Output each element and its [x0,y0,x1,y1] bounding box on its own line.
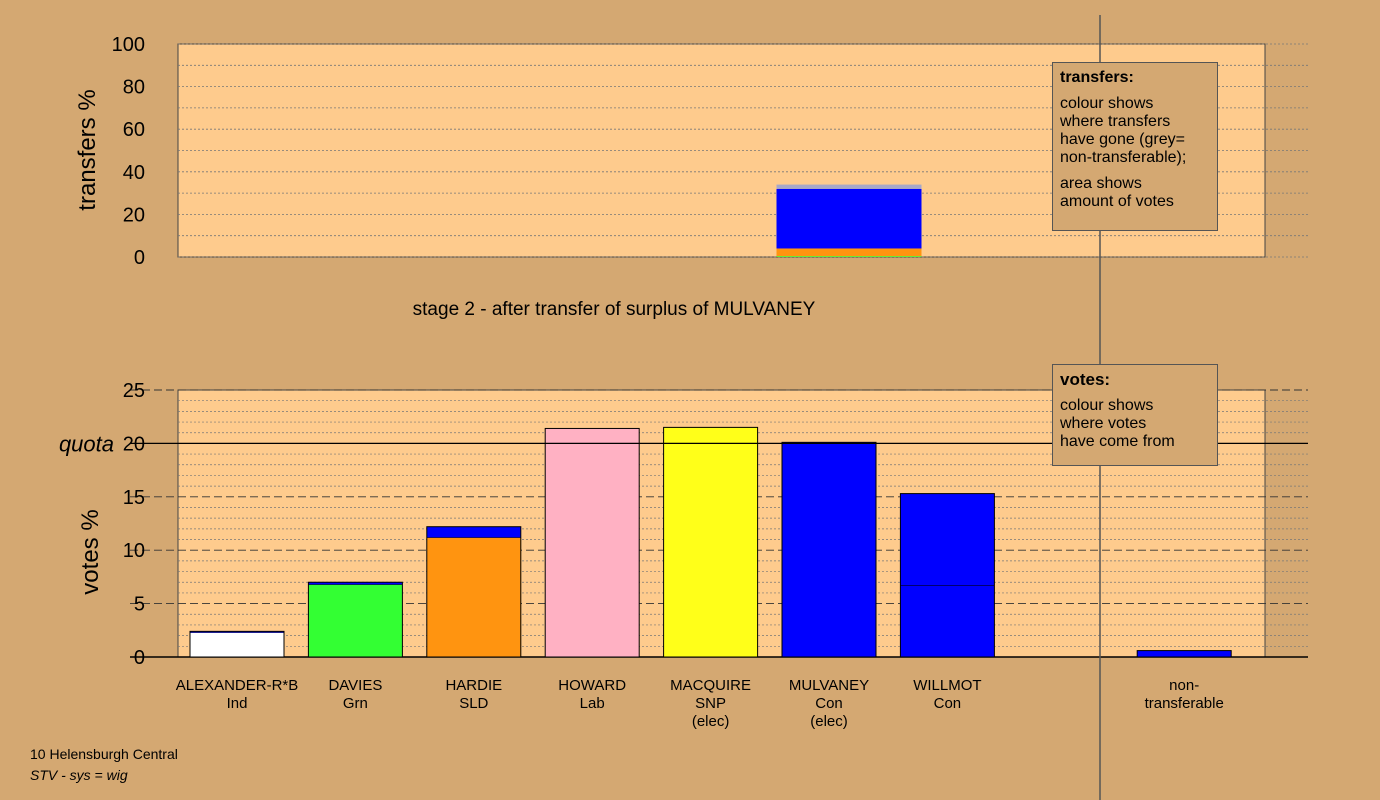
vote-segment-con [190,631,284,633]
candidate-label-line: (elec) [692,713,730,730]
votes-y-tick-label: 5 [134,594,145,616]
vote-segment-con [900,585,995,657]
candidate-label-line: Con [815,695,843,712]
vote-segment-snp [663,427,758,657]
vote-segment-ind [190,632,284,657]
vote-segment-con [1137,650,1232,657]
votes-legend: votes: colour shows where votes have com… [1052,364,1218,466]
transfers-y-tick-label: 40 [123,162,145,184]
vote-segment-sld [426,537,521,657]
transfers-y-ticks: 0 20 40 60 80 100 [112,34,145,269]
transfers-y-tick-label: 20 [123,204,145,226]
vote-segment-con [782,442,876,657]
candidate-label-line: ALEXANDER-R*B [176,677,299,694]
vote-bar-outline [1136,650,1232,658]
candidate-label-line: Lab [580,695,605,712]
candidate-label-line: WILLMOT [913,677,981,694]
vote-bar-outline [663,426,759,658]
candidate-label-line: (elec) [810,713,848,730]
votes-y-axis-label: votes % [77,509,104,594]
candidate-label-line: non- [1169,677,1199,694]
transfer-segment-grn [776,256,922,257]
votes-legend-title: votes: [1060,370,1111,389]
transfers-y-tick-label: 0 [134,247,145,269]
transfers-y-tick-label: 60 [123,119,145,141]
candidate-label-line: transferable [1145,695,1224,712]
stage-title: stage 2 - after transfer of surplus of M… [413,299,816,320]
candidate-label-line: SNP [695,695,726,712]
candidate-label-line: SLD [459,695,488,712]
transfers-y-axis-label: transfers % [74,89,101,210]
votes-y-tick-label: 0 [134,647,145,669]
candidate-label-line: HARDIE [445,677,502,694]
vote-segment-con [308,582,403,585]
candidate-label-line: MACQUIRE [670,677,751,694]
vote-segment-lab [545,428,640,657]
candidate-label-line: Ind [227,695,248,712]
votes-y-tick-label: 25 [123,380,145,402]
footer-ward: 10 Helensburgh Central [30,746,178,762]
vote-bar-outline [426,526,522,658]
transfers-y-tick-label: 100 [112,34,145,56]
transfers-legend-text-area: area shows amount of votes [1060,175,1174,210]
votes-y-tick-label: 15 [123,487,145,509]
votes-y-ticks: 0 5 10 15 20 25 [123,380,145,669]
votes-y-tick-label: 20 [123,433,145,455]
vote-segment-grn [308,584,403,657]
footer-system: STV - sys = wig [30,767,128,783]
vote-segment-con [900,493,995,586]
vote-bar-outline [544,427,640,658]
transfers-legend: transfers: colour shows where transfers … [1052,62,1218,231]
transfer-segment-sld [776,248,922,257]
transfers-legend-text-colour: colour shows where transfers have gone (… [1060,95,1187,166]
transfers-bars [776,184,922,257]
vote-bar-outline [189,630,285,658]
quota-label: quota [59,431,114,456]
vote-bar-outline [899,493,995,658]
vote-bar-outline [307,581,403,658]
transfer-segment-nontransferable [776,184,922,189]
candidate-label-line: MULVANEY [789,677,869,694]
votes-y-tick-label: 10 [123,540,145,562]
transfer-segment-con [776,188,922,249]
votes-bars [189,426,1232,658]
candidate-label-line: Grn [343,695,368,712]
vote-bar-outline [781,441,877,658]
candidate-label-line: Con [934,695,962,712]
candidate-label-line: HOWARD [558,677,626,694]
vote-segment-con [426,526,521,538]
candidate-label-line: DAVIES [328,677,382,694]
transfers-legend-title: transfers: [1060,69,1134,86]
votes-legend-text: colour shows where votes have come from [1060,397,1175,450]
transfers-y-tick-label: 80 [123,77,145,99]
